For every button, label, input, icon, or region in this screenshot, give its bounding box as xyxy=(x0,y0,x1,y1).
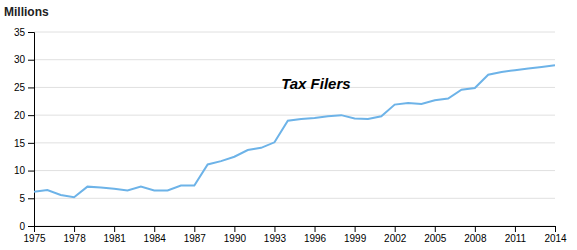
x-tick-label: 1975 xyxy=(23,233,46,244)
x-tick-mark xyxy=(114,226,115,232)
grid-line xyxy=(34,170,555,171)
grid-line xyxy=(34,142,555,143)
y-tick-mark xyxy=(28,198,34,199)
x-tick: 1996 xyxy=(304,226,327,244)
x-tick-label: 2005 xyxy=(424,233,447,244)
x-tick-mark xyxy=(234,226,235,232)
x-tick-label: 2002 xyxy=(384,233,407,244)
x-tick-mark xyxy=(395,226,396,232)
x-tick-mark xyxy=(74,226,75,232)
x-tick-label: 1993 xyxy=(264,233,287,244)
x-tick-label: 1978 xyxy=(63,233,86,244)
x-tick: 1990 xyxy=(224,226,247,244)
y-tick-mark xyxy=(28,60,34,61)
y-tick: 20 xyxy=(14,110,34,121)
x-tick-label: 1984 xyxy=(144,233,167,244)
marks xyxy=(34,65,555,197)
x-tick: 2002 xyxy=(384,226,407,244)
x-tick: 2011 xyxy=(505,226,527,244)
y-tick-label: 10 xyxy=(14,165,26,176)
grid-line xyxy=(34,32,555,33)
x-tick: 1987 xyxy=(184,226,207,244)
annotation: Tax Filers xyxy=(281,75,350,92)
y-tick-label: 30 xyxy=(14,54,26,65)
x-axis: 1975 1978 1981 1984 1987 1990 1993 1996 1999 2002… xyxy=(23,226,567,244)
x-tick-label: 2014 xyxy=(544,233,567,244)
y-tick-mark xyxy=(28,115,34,116)
y-tick-mark xyxy=(28,32,34,33)
x-tick: 1975 xyxy=(23,226,46,244)
x-tick-label: 1981 xyxy=(104,233,127,244)
x-tick-mark xyxy=(274,226,275,232)
y-tick-label: 35 xyxy=(14,27,26,38)
x-tick: 1981 xyxy=(104,226,127,244)
x-tick: 1984 xyxy=(144,226,167,244)
x-tick-mark xyxy=(194,226,195,232)
y-axis-title: Millions xyxy=(4,5,49,19)
grid xyxy=(34,32,555,226)
x-tick: 1978 xyxy=(63,226,86,244)
x-tick: 1999 xyxy=(344,226,367,244)
x-tick-label: 2008 xyxy=(464,233,487,244)
x-tick-label: 1999 xyxy=(344,233,367,244)
x-tick-mark xyxy=(355,226,356,232)
x-tick: 1993 xyxy=(264,226,287,244)
x-tick-label: 1990 xyxy=(224,233,247,244)
y-tick-mark xyxy=(28,226,34,227)
y-tick-label: 25 xyxy=(14,82,26,93)
x-tick-label: 1987 xyxy=(184,233,207,244)
x-tick-mark xyxy=(515,226,516,232)
x-tick: 2014 xyxy=(544,226,567,244)
y-tick: 15 xyxy=(14,138,34,149)
x-tick: 2005 xyxy=(424,226,447,244)
y-tick: 30 xyxy=(14,54,34,65)
x-tick-mark xyxy=(154,226,155,232)
y-tick-label: 20 xyxy=(14,110,26,121)
y-tick-mark xyxy=(28,87,34,88)
y-axis-line xyxy=(28,33,35,227)
chart: 1975197819811984198719901993199619992002… xyxy=(0,0,577,250)
y-tick: 25 xyxy=(14,82,34,93)
y-tick-label: 5 xyxy=(19,193,25,204)
y-tick: 10 xyxy=(14,165,34,176)
grid-line xyxy=(34,59,555,60)
x-tick-mark xyxy=(475,226,476,232)
grid-line xyxy=(34,115,555,116)
y-tick-mark xyxy=(28,143,34,144)
x-tick-label: 2011 xyxy=(505,233,527,244)
y-tick-label: 0 xyxy=(19,221,25,232)
x-tick-mark xyxy=(315,226,316,232)
x-axis-line xyxy=(35,227,556,233)
line xyxy=(34,65,555,197)
y-tick: 5 xyxy=(19,193,34,204)
y-tick-label: 15 xyxy=(14,138,26,149)
x-tick-mark xyxy=(435,226,436,232)
y-tick: 0 xyxy=(19,221,34,232)
x-tick-label: 1996 xyxy=(304,233,327,244)
y-axis: 0 5 10 15 20 25 30 35 xyxy=(14,27,35,232)
y-tick: 35 xyxy=(14,27,34,38)
x-tick-mark xyxy=(555,226,556,232)
y-tick-mark xyxy=(28,171,34,172)
grid-line xyxy=(34,198,555,199)
plot-area: 1975197819811984198719901993199619992002… xyxy=(14,27,567,244)
x-tick: 2008 xyxy=(464,226,487,244)
